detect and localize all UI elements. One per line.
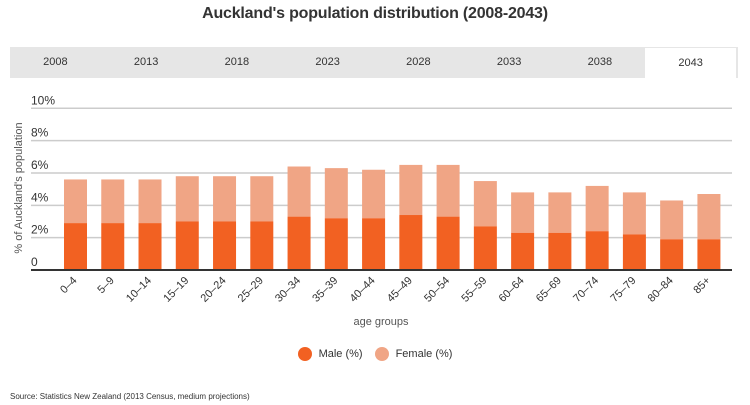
x-tick-label: 75–79 — [608, 275, 638, 305]
tab-2013[interactable]: 2013 — [133, 56, 159, 68]
bar-female-20–24[interactable] — [213, 176, 237, 222]
bar-female-30–34[interactable] — [287, 166, 311, 217]
x-tick-label: 10–14 — [124, 275, 154, 305]
bar-male-65–69[interactable] — [548, 232, 572, 270]
tab-2018[interactable]: 2018 — [224, 56, 250, 68]
legend-male-label: Male (%) — [318, 348, 363, 360]
tab-2033[interactable]: 2033 — [496, 56, 522, 68]
bar-female-45–49[interactable] — [399, 164, 423, 216]
y-axis-label: % of Auckland's population — [13, 122, 25, 253]
tab-2023[interactable]: 2023 — [315, 56, 340, 68]
bar-male-80–84[interactable] — [660, 239, 684, 270]
tab-2043[interactable]: 2043 — [645, 47, 738, 78]
bar-male-85+[interactable] — [697, 239, 721, 270]
y-tick-labels: 0 2% 4% 6% 8% 10% — [31, 93, 55, 269]
legend-item-female[interactable]: Female (%) — [374, 347, 453, 361]
y-tick-label: 2% — [31, 223, 49, 237]
y-tick-label: 4% — [31, 190, 49, 204]
y-tick-label: 6% — [31, 158, 49, 172]
male-swatch-icon — [297, 347, 312, 361]
bar-male-0–4[interactable] — [64, 223, 87, 270]
x-tick-label: 55–59 — [459, 275, 489, 305]
tab-2008[interactable]: 2008 — [43, 56, 68, 68]
bar-female-0–4[interactable] — [64, 179, 87, 224]
population-chart: 02%4%6%8%10% % of Auckland's population … — [13, 93, 732, 328]
x-tick-label: 40–44 — [348, 275, 378, 305]
legend: Male (%) Female (%) — [0, 347, 750, 361]
x-tick-label: 85+ — [691, 275, 713, 297]
bar-male-40–44[interactable] — [362, 218, 386, 270]
bar-female-15–19[interactable] — [175, 176, 199, 222]
tab-2038[interactable]: 2038 — [587, 56, 613, 68]
bars — [64, 164, 721, 270]
y-tick-label: 8% — [31, 126, 49, 140]
bar-male-5–9[interactable] — [101, 223, 125, 270]
bar-female-60–64[interactable] — [511, 192, 535, 233]
bar-female-55–59[interactable] — [473, 181, 497, 227]
tab-2028[interactable]: 2028 — [406, 56, 431, 68]
female-swatch-icon — [374, 347, 389, 361]
bar-female-5–9[interactable] — [101, 179, 125, 224]
bar-male-70–74[interactable] — [585, 231, 609, 270]
bar-female-35–39[interactable] — [324, 168, 348, 219]
x-tick-label: 50–54 — [422, 275, 452, 305]
x-tick-label: 5–9 — [95, 275, 116, 296]
y-tick-label: 0 — [31, 255, 38, 269]
bar-female-10–14[interactable] — [138, 179, 162, 224]
x-tick-label: 20–24 — [199, 275, 229, 305]
bar-male-55–59[interactable] — [473, 226, 497, 270]
legend-female-label: Female (%) — [395, 348, 453, 360]
bar-female-25–29[interactable] — [250, 176, 274, 222]
bar-male-15–19[interactable] — [175, 221, 199, 270]
x-tick-label: 65–69 — [534, 275, 564, 305]
bar-male-45–49[interactable] — [399, 215, 423, 270]
bar-male-50–54[interactable] — [436, 216, 460, 270]
x-tick-label: 25–29 — [236, 275, 266, 305]
bar-female-70–74[interactable] — [585, 185, 609, 232]
x-tick-label: 80–84 — [646, 275, 676, 305]
chart-title: Auckland's population distribution (2008… — [202, 5, 548, 22]
x-tick-label: 70–74 — [571, 275, 601, 305]
bar-female-50–54[interactable] — [436, 164, 460, 217]
bar-male-30–34[interactable] — [287, 216, 311, 270]
x-tick-label: 30–34 — [273, 275, 303, 305]
x-tick-label: 0–4 — [58, 275, 79, 296]
bar-female-75–79[interactable] — [622, 192, 646, 235]
bar-female-80–84[interactable] — [660, 200, 684, 240]
bar-male-10–14[interactable] — [138, 223, 162, 270]
x-tick-label: 60–64 — [497, 275, 527, 305]
x-tick-label: 45–49 — [385, 275, 415, 305]
source-note: Source: Statistics New Zealand (2013 Cen… — [10, 392, 250, 401]
bar-female-40–44[interactable] — [362, 169, 386, 219]
x-tick-label: 35–39 — [310, 275, 340, 305]
bar-male-60–64[interactable] — [511, 232, 535, 270]
x-axis-label: age groups — [353, 316, 409, 328]
bar-female-65–69[interactable] — [548, 192, 572, 233]
bar-male-20–24[interactable] — [213, 221, 237, 270]
bar-female-85+[interactable] — [697, 194, 721, 240]
x-tick-label: 15–19 — [161, 275, 191, 305]
year-tabs: 2008 2013 2018 2023 2028 2033 2038 2043 — [10, 47, 738, 78]
legend-item-male[interactable]: Male (%) — [297, 347, 363, 361]
bar-male-25–29[interactable] — [250, 221, 274, 270]
x-tick-labels: 0–4 5–9 10–14 15–19 20–24 25–29 30–34 35–39 40–4… — [58, 275, 713, 305]
y-tick-label: 10% — [31, 93, 55, 107]
bar-male-75–79[interactable] — [622, 234, 646, 270]
bar-male-35–39[interactable] — [324, 218, 348, 270]
